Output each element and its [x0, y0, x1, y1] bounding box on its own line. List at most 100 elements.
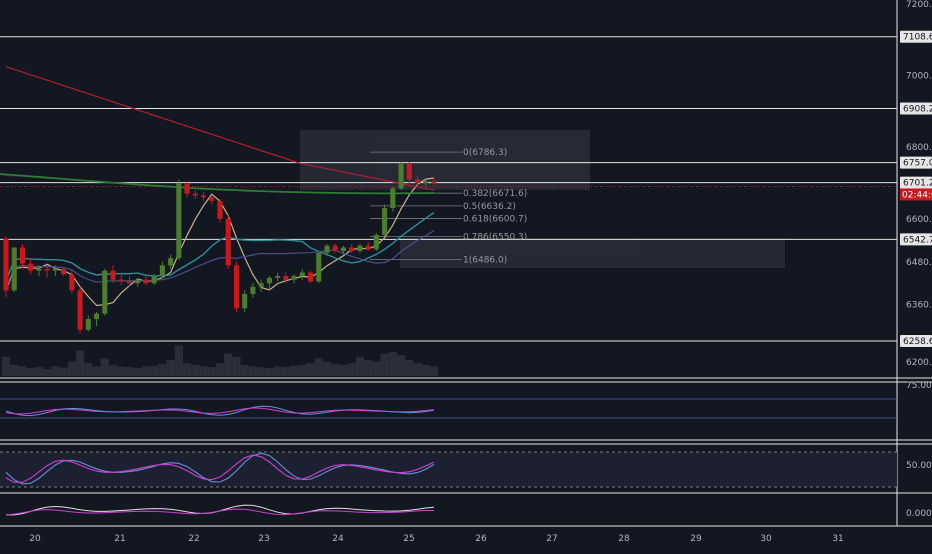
candle[interactable]	[258, 279, 264, 293]
candle[interactable]	[324, 243, 330, 257]
candle[interactable]	[28, 258, 34, 275]
candle[interactable]	[307, 270, 314, 284]
volume-bar	[92, 366, 101, 376]
candle[interactable]	[209, 195, 215, 205]
fibonacci-retracement[interactable]: 0(6786.3) 0.382(6671.6) 0.5(6636.2) 0.618(6…	[370, 148, 527, 266]
price-axis[interactable]: 7200.0 7000.0 6800.0 6600.0 6480.0 6360.0 6200…	[906, 0, 932, 519]
volume-bar	[207, 367, 216, 376]
candle-body	[209, 197, 215, 201]
volume-bar	[347, 363, 356, 376]
candle[interactable]	[316, 251, 322, 284]
volume-bar	[224, 353, 233, 376]
candle[interactable]	[192, 190, 198, 200]
candle-body	[275, 276, 281, 278]
candle[interactable]	[414, 175, 421, 187]
candle[interactable]	[431, 177, 437, 185]
candle-body	[398, 163, 404, 189]
date-tick-label: 29	[690, 534, 702, 544]
time-axis[interactable]: 20 21 22 23 24 25 26 27 28 29 30 31	[29, 534, 843, 544]
candle[interactable]	[382, 204, 388, 237]
volume-bar	[429, 366, 439, 376]
volume-bar	[43, 368, 52, 376]
candle[interactable]	[250, 283, 256, 298]
volume-bar	[108, 364, 118, 376]
candle[interactable]	[69, 270, 75, 294]
price-tag-label: 6542.7	[903, 235, 932, 245]
candle[interactable]	[373, 233, 379, 252]
candle-body	[406, 163, 412, 180]
oscillator-panels	[0, 398, 897, 516]
ma-red-line	[5, 66, 435, 191]
candle-body	[19, 247, 26, 264]
candle-body	[93, 313, 100, 320]
candle[interactable]	[233, 261, 240, 312]
candle[interactable]	[398, 161, 404, 191]
candle[interactable]	[275, 272, 281, 282]
volume-bar	[100, 358, 109, 376]
candle[interactable]	[85, 315, 91, 332]
candle[interactable]	[200, 191, 207, 201]
candle[interactable]	[93, 311, 100, 327]
candle-body	[307, 272, 314, 282]
candle[interactable]	[159, 261, 165, 278]
candle-body	[340, 247, 347, 252]
candle-body	[176, 183, 182, 259]
price-tick-label: 6200.0	[906, 358, 932, 368]
volume-bar	[158, 363, 167, 376]
stoch-d-line	[5, 454, 435, 483]
candle[interactable]	[110, 265, 116, 284]
candle[interactable]	[44, 265, 50, 278]
candle[interactable]	[3, 236, 9, 298]
candle-body	[349, 247, 355, 252]
candle[interactable]	[77, 286, 83, 334]
candle[interactable]	[168, 254, 174, 269]
candle-body	[373, 234, 379, 250]
candle[interactable]	[151, 274, 157, 286]
date-tick-label: 28	[618, 534, 630, 544]
candle[interactable]	[406, 161, 412, 183]
candle[interactable]	[217, 199, 223, 223]
candle[interactable]	[349, 243, 355, 253]
candle-body	[250, 286, 256, 294]
candle[interactable]	[102, 268, 108, 316]
candle-body	[332, 245, 338, 252]
candle-body	[102, 270, 108, 314]
candle[interactable]	[423, 179, 429, 187]
candle[interactable]	[299, 268, 305, 280]
candle[interactable]	[176, 179, 182, 260]
candle[interactable]	[357, 243, 363, 253]
candle[interactable]	[11, 247, 17, 293]
candles[interactable]	[3, 161, 437, 334]
candle-body	[365, 245, 371, 250]
candle[interactable]	[52, 265, 58, 277]
candle[interactable]	[266, 276, 272, 291]
candle[interactable]	[19, 243, 26, 269]
candle[interactable]	[61, 267, 67, 277]
candle[interactable]	[332, 243, 338, 253]
candle[interactable]	[135, 277, 141, 287]
candle-body	[266, 277, 272, 284]
date-tick-label: 26	[475, 534, 487, 544]
candle[interactable]	[365, 242, 371, 252]
candle[interactable]	[126, 276, 133, 287]
candle[interactable]	[283, 272, 289, 284]
candle[interactable]	[184, 181, 190, 198]
candle[interactable]	[36, 265, 42, 277]
price-tag: 6757.0	[900, 156, 932, 169]
candle[interactable]	[340, 245, 347, 255]
date-tick-label: 22	[188, 534, 199, 544]
stoch-k-line	[5, 452, 435, 485]
candle[interactable]	[242, 290, 248, 312]
candle-body	[118, 279, 124, 282]
candle[interactable]	[390, 186, 396, 212]
candle[interactable]	[225, 215, 231, 269]
candle[interactable]	[143, 276, 149, 286]
candle[interactable]	[291, 274, 297, 284]
date-tick-label: 23	[258, 534, 269, 544]
oscillator-tick-label: 50.0000	[906, 461, 932, 471]
candle[interactable]	[118, 272, 124, 286]
candle-body	[85, 319, 91, 330]
candle-body	[159, 265, 165, 277]
